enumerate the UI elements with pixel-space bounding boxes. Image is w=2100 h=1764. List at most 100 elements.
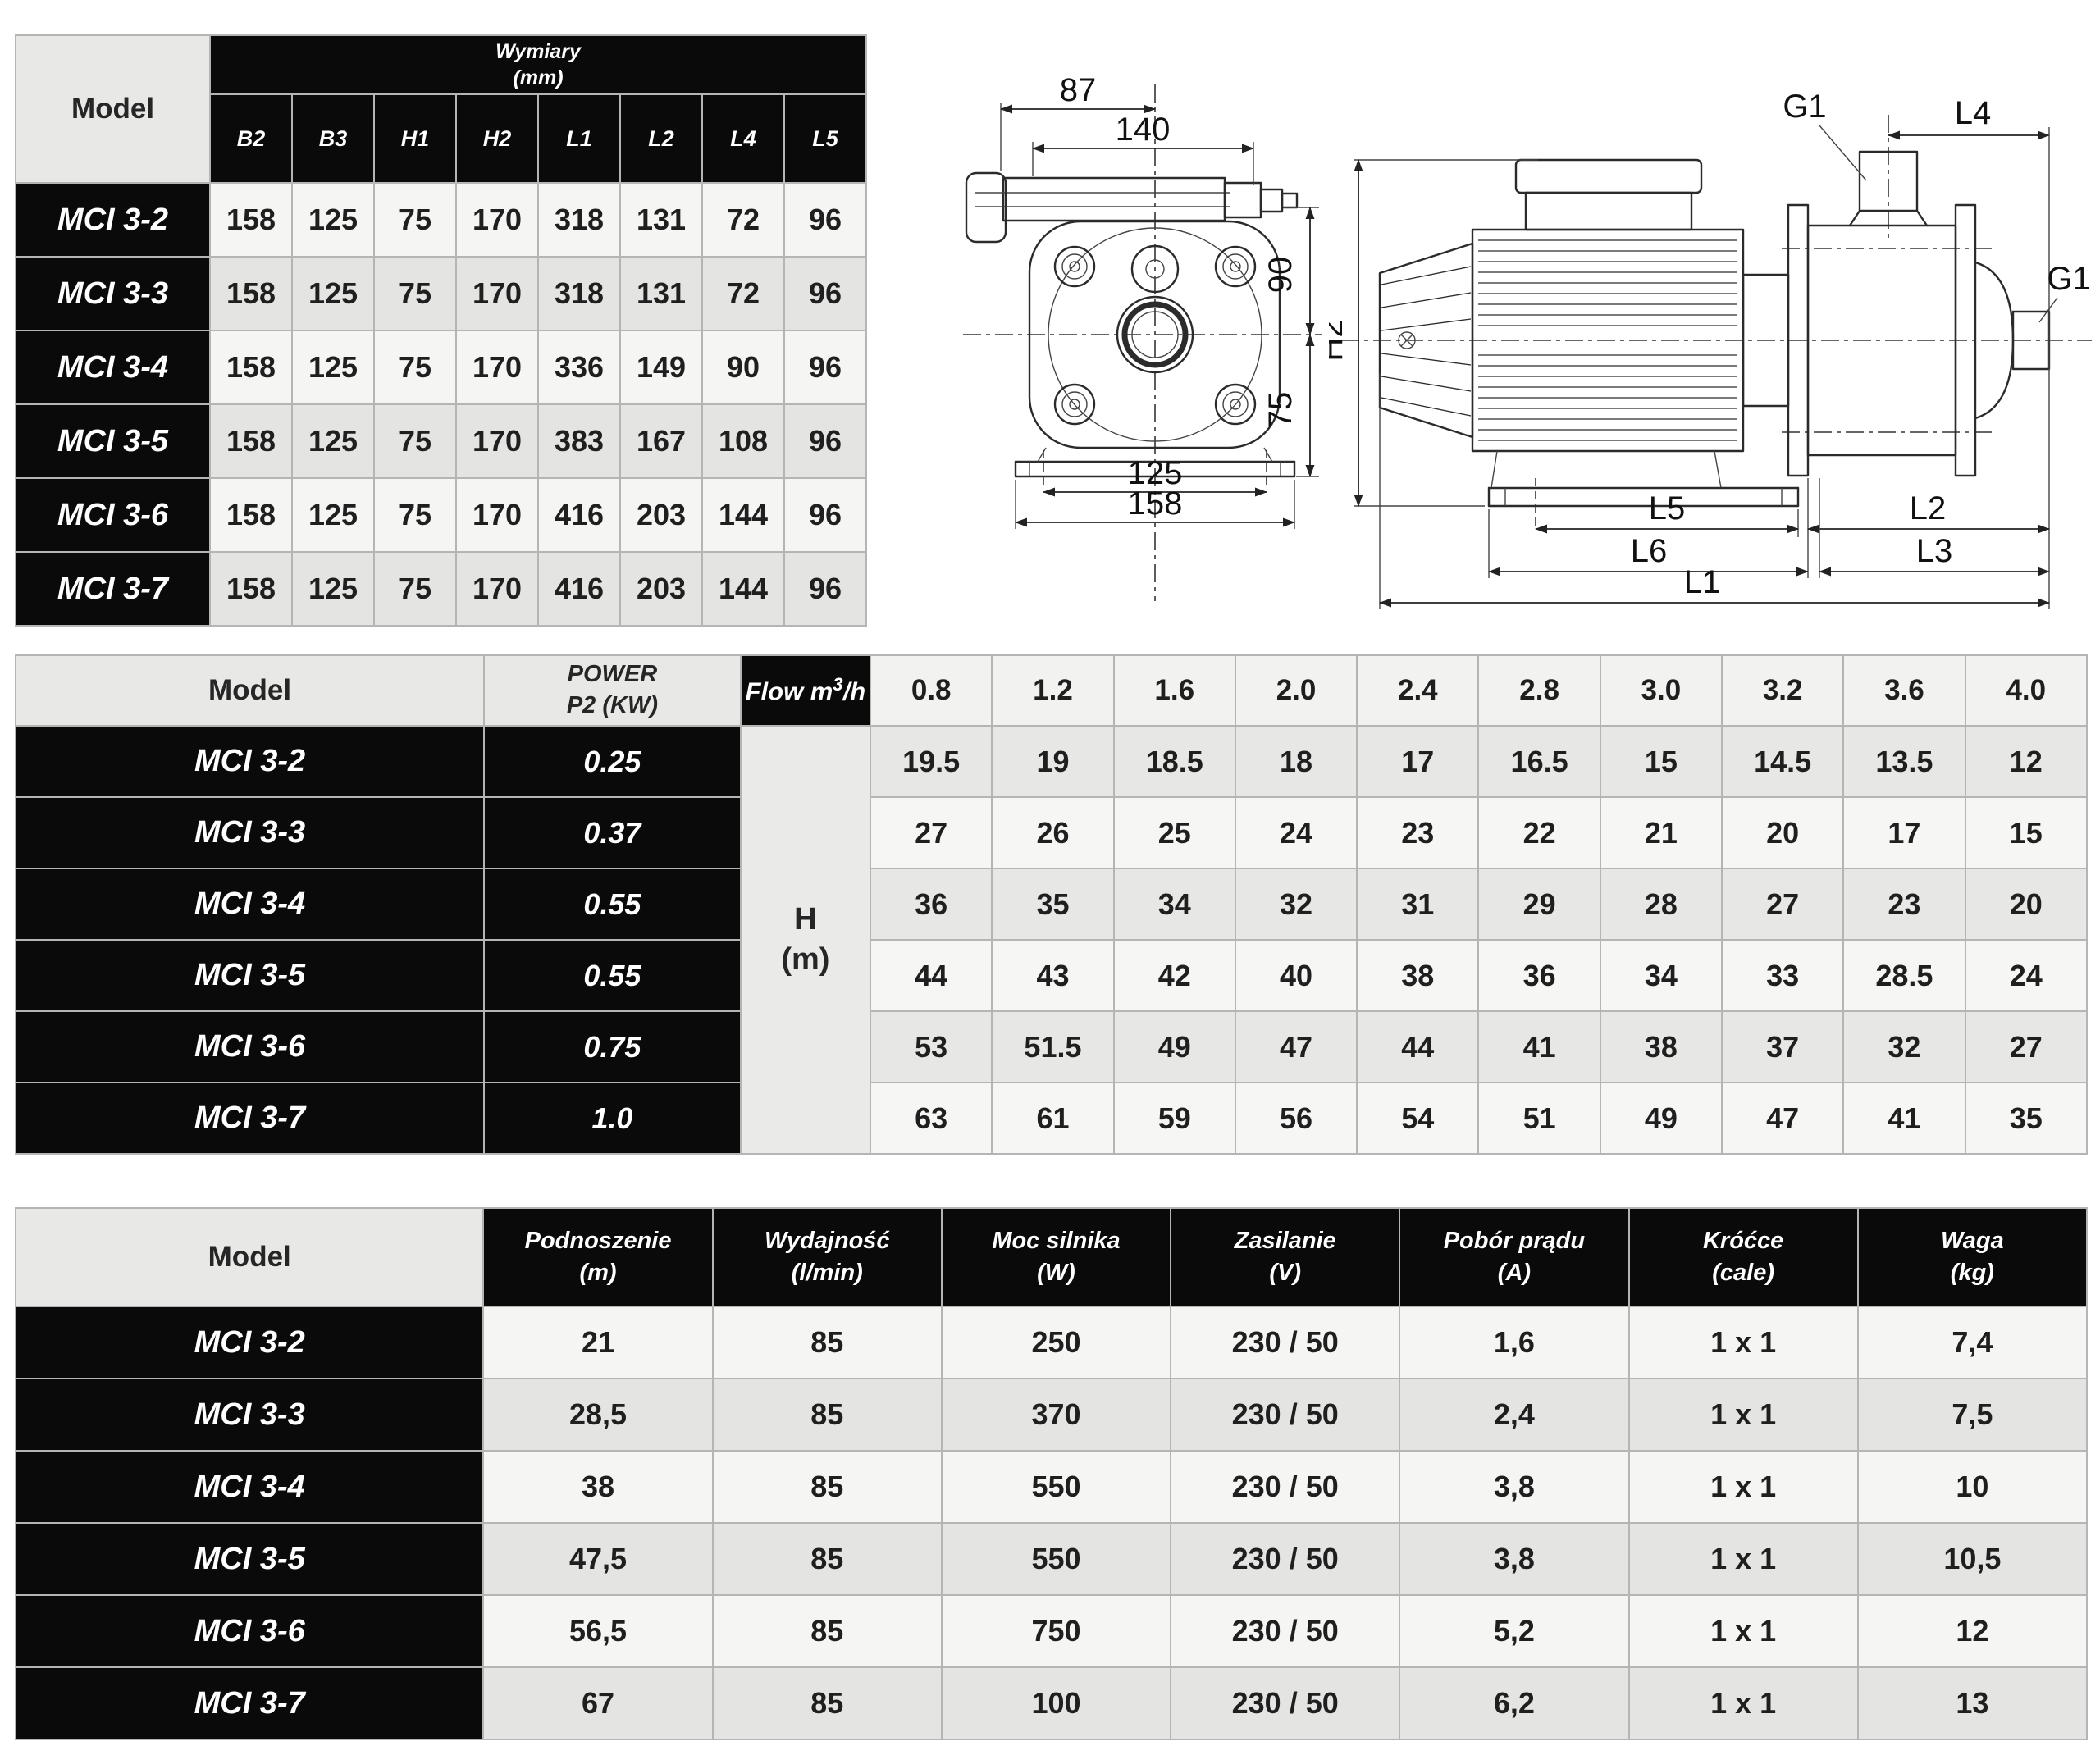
table-cell: 44 [1356,1010,1480,1083]
table-cell: 167 [619,403,703,479]
wymiary-title: Wymiary [495,39,581,63]
table-cell: 144 [701,551,785,627]
flow-value-header: 4.0 [1964,654,2089,727]
table-row: MCI 3-7 67 85 100 230 / 50 6,2 1 x 1 13 [14,1666,2089,1740]
table-cell: 85 [711,1666,943,1740]
table-cell: 75 [373,551,457,627]
column-header-name: Pobór prądu [1443,1227,1586,1254]
flow-value-header: 2.8 [1477,654,1601,727]
dimensions-table: Model Wymiary (mm) B2 B3 H1 H2 L1 L2 L4 … [15,34,868,627]
table-row: MCI 3-7 158 125 75 170 416 203 144 96 [15,551,868,627]
power-cell: 0.25 [483,725,742,798]
table-row: MCI 3-4 38 85 550 230 / 50 3,8 1 x 1 10 [14,1450,2089,1524]
table-cell: 38 [1599,1010,1723,1083]
table-cell: 18 [1234,725,1358,798]
power-cell: 0.55 [483,939,742,1012]
model-cell: MCI 3-5 [14,1522,485,1596]
column-header-b3: B3 [291,93,375,184]
table-row: MCI 3-2 21 85 250 230 / 50 1,6 1 x 1 7,4 [14,1306,2089,1379]
table-cell: 72 [701,256,785,331]
pump-front-outline [965,171,1299,490]
table-cell: 125 [291,182,375,258]
table-cell: 203 [619,551,703,627]
table-cell: 49 [1112,1010,1236,1083]
table-cell: 96 [783,551,868,627]
column-header-l4: L4 [701,93,785,184]
table-cell: 144 [701,477,785,553]
table-cell: 1 x 1 [1628,1594,1859,1668]
table-cell: 158 [209,403,293,479]
column-header-name: Waga [1940,1227,2004,1254]
table-cell: 75 [373,403,457,479]
table-cell: 59 [1112,1082,1236,1155]
table-cell: 125 [291,256,375,331]
dim-label-90: 90 [1262,257,1299,294]
table-cell: 28,5 [482,1378,714,1452]
table-cell: 3,8 [1399,1522,1630,1596]
table-cell: 85 [711,1306,943,1379]
model-cell: MCI 3-6 [14,1010,486,1083]
table-cell: 318 [537,256,621,331]
table-cell: 170 [455,551,539,627]
h-label-line2: (m) [781,942,830,977]
dim-label-l5: L5 [1649,490,1686,526]
table-cell: 1 x 1 [1628,1450,1859,1524]
column-header-b2: B2 [209,93,293,184]
column-header-unit: (m) [579,1260,617,1286]
flow-value-header: 2.0 [1234,654,1358,727]
table-cell: 230 / 50 [1170,1450,1401,1524]
table-cell: 49 [1599,1082,1723,1155]
flow-header-prefix: Flow m [745,677,833,706]
table-row: MCI 3-6 56,5 85 750 230 / 50 5,2 1 x 1 1… [14,1594,2089,1668]
model-cell: MCI 3-7 [15,551,211,627]
table-cell: 54 [1356,1082,1480,1155]
table-cell: 12 [1856,1594,2089,1668]
table-cell: 17 [1356,725,1480,798]
table-cell: 416 [537,551,621,627]
power-header-line1: POWER [567,661,658,688]
table-cell: 170 [455,477,539,553]
dim-label-158: 158 [1128,485,1183,522]
table-cell: 53 [870,1010,993,1083]
table-cell: 1,6 [1399,1306,1630,1379]
model-column-header: Model [15,34,211,184]
column-header-zasilanie: Zasilanie (V) [1170,1207,1401,1307]
table-cell: 230 / 50 [1170,1522,1401,1596]
table-cell: 26 [991,796,1115,869]
table-cell: 24 [1234,796,1358,869]
pump-side-view-drawing: H2 G1 L4 G1 L5 L2 L6 L3 [1329,89,2092,609]
table-cell: 27 [1964,1010,2089,1083]
performance-table: Model POWER P2 (KW) Flow m3/h 0.8 1.2 1.… [14,654,2089,1155]
table-cell: 85 [711,1450,943,1524]
table-row: MCI 3-3 28,5 85 370 230 / 50 2,4 1 x 1 7… [14,1378,2089,1452]
table-cell: 131 [619,256,703,331]
dim-label-l6: L6 [1631,533,1668,569]
wymiary-group-header: Wymiary (mm) [208,34,868,95]
specifications-table: Model Podnoszenie (m) Wydajność (l/min) … [14,1207,2089,1740]
table-cell: 1 x 1 [1628,1306,1859,1379]
pump-side-outline [1378,150,2051,531]
dim-label-l4: L4 [1955,95,1992,131]
table-cell: 21 [1599,796,1723,869]
column-header-wydajnosc: Wydajność (l/min) [711,1207,943,1307]
power-column-header: POWER P2 (KW) [483,654,742,727]
model-cell: MCI 3-3 [14,796,486,869]
model-cell: MCI 3-2 [14,1306,485,1379]
front-view-centerlines [963,84,1322,601]
model-column-header: Model [14,1207,485,1307]
table-cell: 230 / 50 [1170,1378,1401,1452]
table-cell: 550 [940,1522,1172,1596]
table-cell: 27 [870,796,993,869]
table-cell: 28.5 [1842,939,1966,1012]
table-cell: 15 [1599,725,1723,798]
table-cell: 100 [940,1666,1172,1740]
flow-column-header: Flow m3/h [739,654,872,727]
flow-value-header: 1.2 [991,654,1115,727]
table-row: MCI 3-4 158 125 75 170 336 149 90 96 [15,330,868,405]
table-cell: 47 [1721,1082,1845,1155]
table-cell: 170 [455,330,539,405]
model-cell: MCI 3-5 [14,939,486,1012]
table-header-row: Model Podnoszenie (m) Wydajność (l/min) … [14,1207,2089,1307]
table-cell: 21 [482,1306,714,1379]
table-cell: 125 [291,477,375,553]
